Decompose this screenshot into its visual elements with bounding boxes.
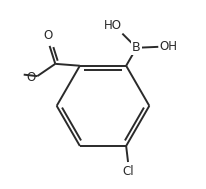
Text: HO: HO bbox=[103, 19, 121, 32]
Text: O: O bbox=[26, 70, 35, 84]
Text: Cl: Cl bbox=[122, 165, 134, 178]
Text: OH: OH bbox=[159, 40, 177, 53]
Text: O: O bbox=[43, 29, 53, 43]
Text: B: B bbox=[132, 41, 141, 54]
